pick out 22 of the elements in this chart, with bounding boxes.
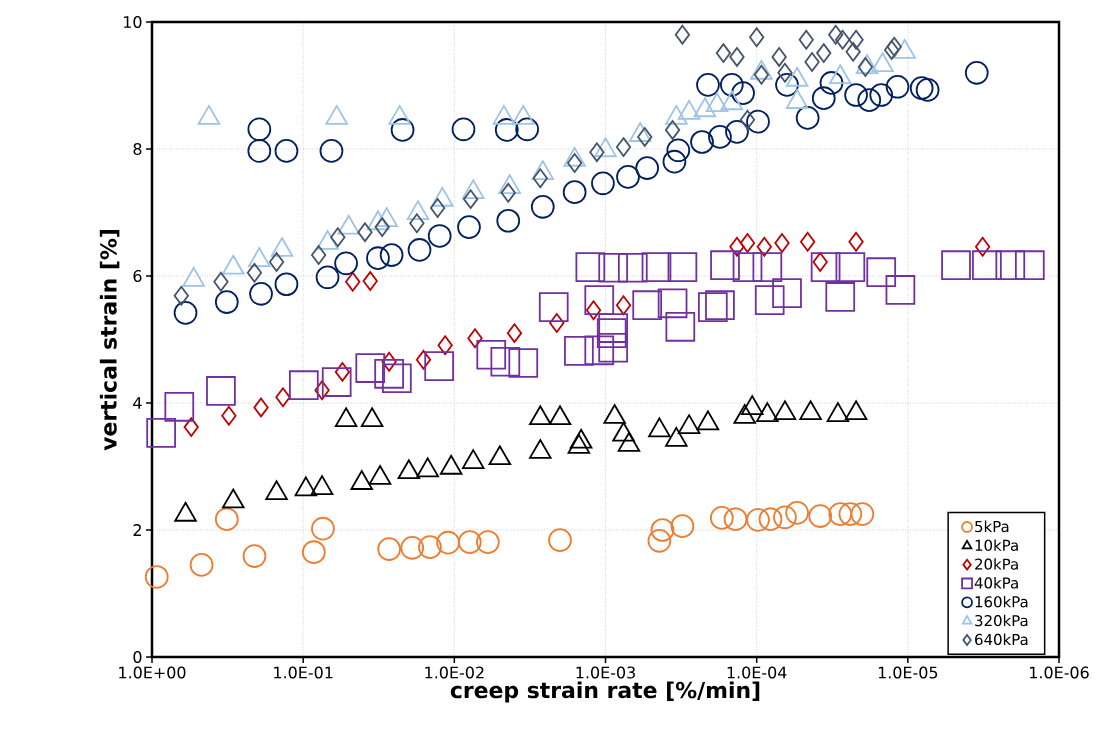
x-tick-label: 1.0E-05 <box>878 666 938 679</box>
x-tick-label: 1.0E-03 <box>576 666 635 679</box>
y-tick-label: 8 <box>133 142 142 156</box>
x-tick-label: 1.0E-06 <box>1030 666 1089 679</box>
y-tick-label: 6 <box>133 269 142 283</box>
y-tick-label: 0 <box>133 650 142 664</box>
y-tick-label: 2 <box>133 524 141 536</box>
legend-label: 320kPa <box>975 614 1028 627</box>
x-tick-label: 1.0E-04 <box>727 666 787 679</box>
x-tick-label: 1.0E-01 <box>274 666 333 679</box>
legend-label: 10kPa <box>975 539 1018 551</box>
legend-label: 20kPa <box>975 558 1018 570</box>
y-axis-title: vertical strain [%] <box>99 229 120 451</box>
y-tick-label: 4 <box>133 397 142 409</box>
legend-label: 5kPa <box>975 520 1009 533</box>
legend-label: 640kPa <box>975 633 1028 646</box>
x-tick-label: 1.0E-02 <box>425 666 484 679</box>
legend-label: 160kPa <box>975 595 1028 608</box>
legend-label: 40kPa <box>974 577 1018 589</box>
x-tick-label: 1.0E+00 <box>119 666 186 679</box>
y-tick-label: 10 <box>124 15 142 29</box>
x-axis-title: creep strain rate [%/min] <box>450 681 760 703</box>
